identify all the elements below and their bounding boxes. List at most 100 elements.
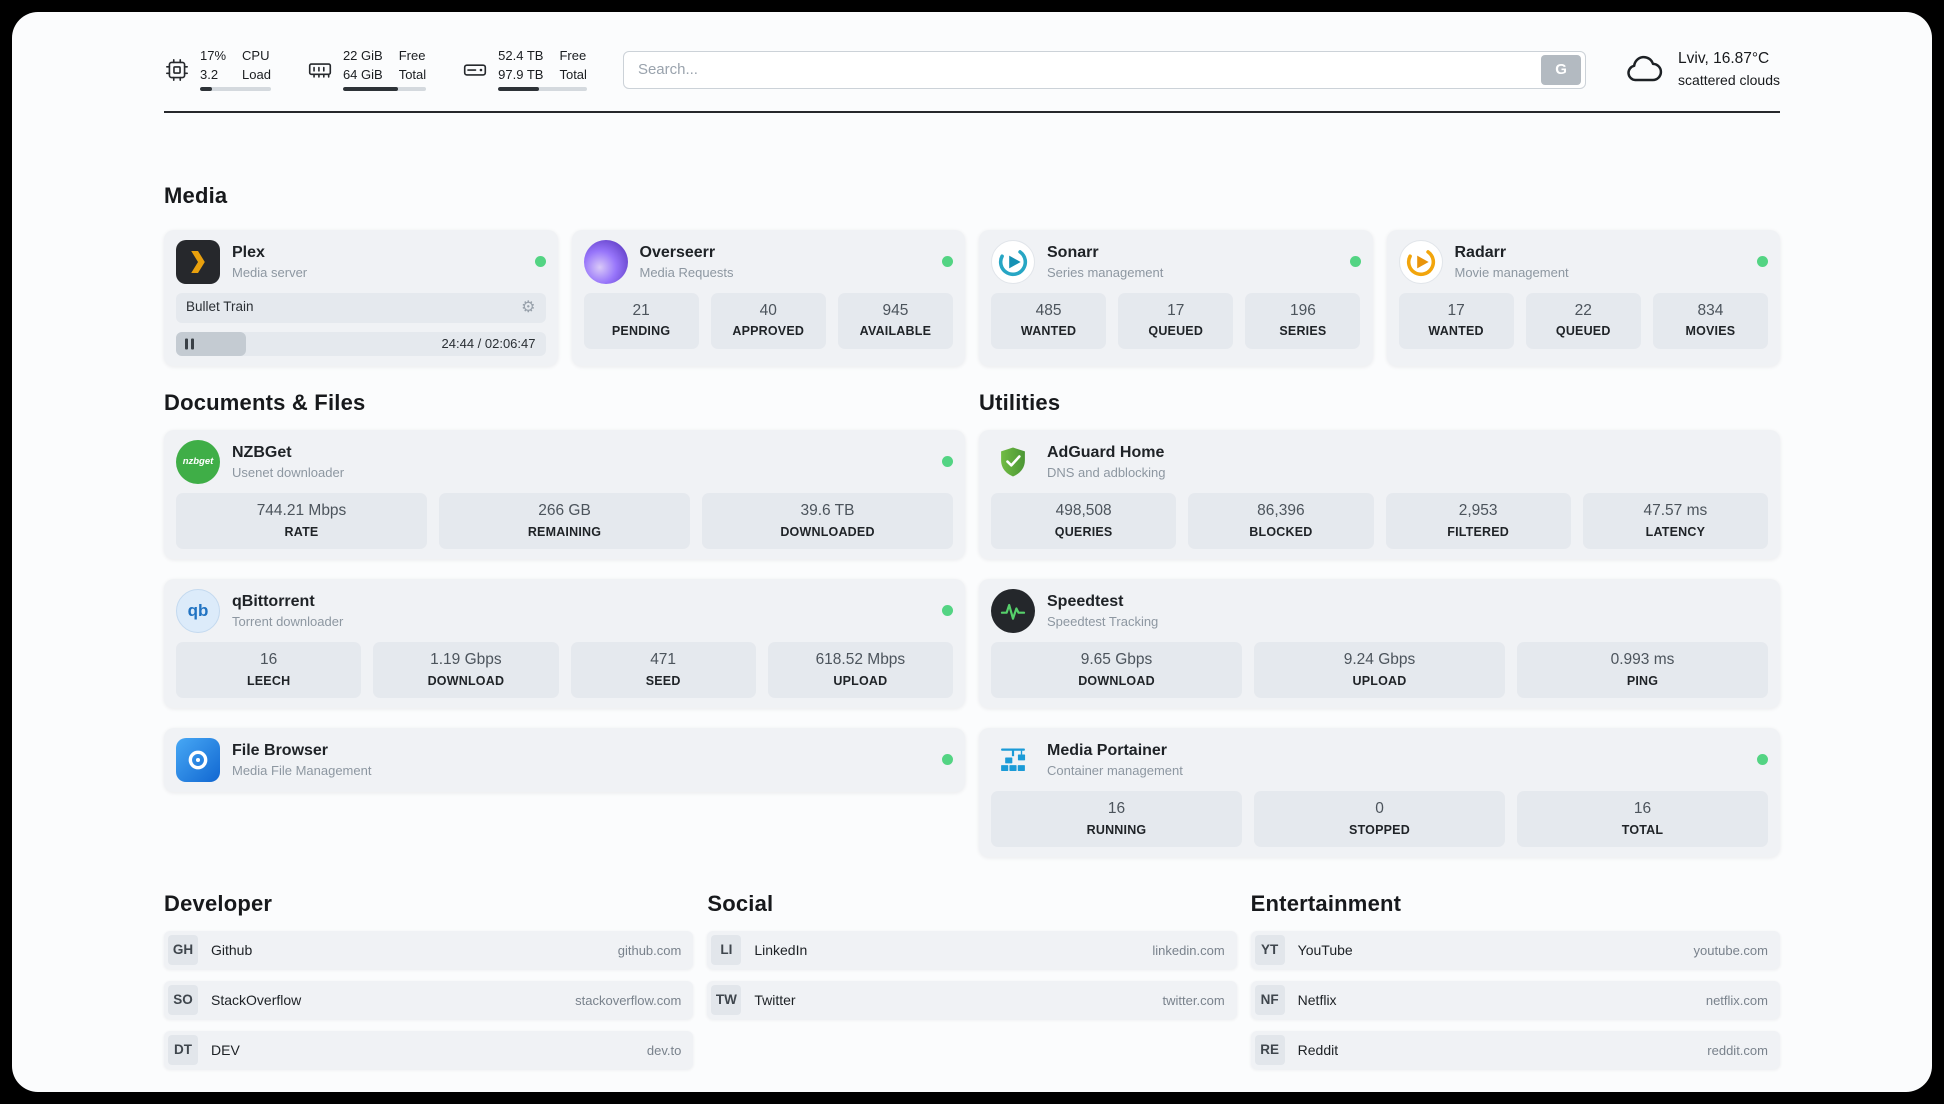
app-subtitle: Media Requests <box>639 264 734 280</box>
plex-seek-bar[interactable]: 24:44 / 02:06:47 <box>176 331 546 356</box>
bookmark-name: Twitter <box>754 991 796 1008</box>
stat-value: 22 <box>1574 301 1592 319</box>
portainer-icon <box>991 738 1035 782</box>
section-title-social: Social <box>707 890 774 916</box>
speedtest-icon <box>991 588 1035 633</box>
app-subtitle: Media File Management <box>232 763 372 779</box>
stat-label: LATENCY <box>1645 524 1706 539</box>
stat-label: APPROVED <box>732 324 805 339</box>
stat-label: RATE <box>284 524 319 539</box>
bookmark-twitter[interactable]: TW Twitter twitter.com <box>707 981 1237 1020</box>
stat-rate: 744.21 Mbps RATE <box>176 492 427 549</box>
status-online-dot <box>1757 754 1768 766</box>
app-card-overseerr[interactable]: Overseerr Media Requests 21 PENDING 40 A… <box>571 229 965 366</box>
stat-value: 471 <box>650 651 677 669</box>
bookmark-stackoverflow[interactable]: SO StackOverflow stackoverflow.com <box>164 981 694 1020</box>
cpu-widget: 17% 3.2 CPU Load <box>164 48 271 92</box>
bookmark-url: reddit.com <box>1707 1042 1768 1058</box>
section-title-developer: Developer <box>164 890 273 916</box>
app-card-filebrowser[interactable]: File Browser Media File Management <box>164 727 965 792</box>
app-card-qbittorrent[interactable]: qb qBittorrent Torrent downloader 16 <box>164 578 965 708</box>
status-online-dot <box>534 256 546 268</box>
gear-icon[interactable] <box>521 300 535 316</box>
ram-total-value: 64 GiB <box>342 66 383 82</box>
disk-widget: 52.4 TB 97.9 TB Free Total <box>462 48 587 92</box>
stat-label: QUERIES <box>1054 524 1113 539</box>
stat-downloaded: 39.6 TB DOWNLOADED <box>702 492 953 549</box>
section-documents: Documents & Files nzbget NZBGet Usenet d… <box>164 390 965 857</box>
stat-wanted: 17 WANTED <box>1398 292 1514 349</box>
section-developer: Developer GH Github github.com SO StackO… <box>164 890 694 1070</box>
stat-label: LEECH <box>246 673 291 688</box>
app-card-adguard[interactable]: AdGuard Home DNS and adblocking 498,508 … <box>979 429 1780 559</box>
section-title-entertainment: Entertainment <box>1250 890 1402 916</box>
dashboard-board: 17% 3.2 CPU Load <box>12 12 1932 1092</box>
bookmark-dev[interactable]: DT DEV dev.to <box>164 1031 694 1070</box>
weather-condition: scattered clouds <box>1678 71 1780 88</box>
disk-icon <box>462 57 488 83</box>
stat-value: 17 <box>1447 301 1465 319</box>
stat-label: AVAILABLE <box>859 324 932 339</box>
app-card-nzbget[interactable]: nzbget NZBGet Usenet downloader 744.21 M… <box>164 429 965 559</box>
top-bar: 17% 3.2 CPU Load <box>164 48 1780 92</box>
qbittorrent-icon-text: qb <box>187 600 209 620</box>
stat-value: 2,953 <box>1458 502 1498 520</box>
ram-icon <box>307 57 333 83</box>
stat-approved: 40 APPROVED <box>710 292 826 349</box>
status-online-dot <box>1349 256 1361 268</box>
netflix-icon: NF <box>1254 985 1285 1016</box>
status-online-dot <box>942 754 953 766</box>
app-card-radarr[interactable]: Radarr Movie management 17 WANTED 22 QUE… <box>1386 229 1780 366</box>
weather-location: Lviv, 16.87°C <box>1678 50 1770 68</box>
app-subtitle: Usenet downloader <box>232 465 345 481</box>
app-card-speedtest[interactable]: Speedtest Speedtest Tracking 9.65 Gbps D… <box>979 578 1780 708</box>
search-engine-button[interactable]: G <box>1541 54 1582 85</box>
disk-free-value: 52.4 TB <box>498 48 544 63</box>
bookmark-reddit[interactable]: RE Reddit reddit.com <box>1250 1031 1780 1070</box>
stat-value: 945 <box>882 301 909 319</box>
app-subtitle: Torrent downloader <box>232 614 344 630</box>
adguard-icon <box>991 440 1035 484</box>
app-card-sonarr[interactable]: Sonarr Series management 485 WANTED 17 Q… <box>979 229 1373 366</box>
stat-label: RUNNING <box>1086 822 1147 837</box>
stat-value: 498,508 <box>1055 502 1112 520</box>
stat-label: UPLOAD <box>1352 673 1407 688</box>
ram-label-top: Free <box>398 48 426 63</box>
nzbget-icon-text: nzbget <box>182 456 214 468</box>
bookmark-url: netflix.com <box>1705 992 1768 1008</box>
stat-upload: 9.24 Gbps UPLOAD <box>1254 641 1505 698</box>
stat-value: 21 <box>632 301 650 319</box>
pause-icon[interactable] <box>185 338 194 350</box>
bookmark-name: Netflix <box>1297 991 1337 1008</box>
app-card-plex[interactable]: Plex Media server Bullet Train 24:44 / 0… <box>164 229 558 366</box>
stat-available: 945 AVAILABLE <box>837 292 953 349</box>
bookmark-linkedin[interactable]: LI LinkedIn linkedin.com <box>707 931 1237 970</box>
stat-queries: 498,508 QUERIES <box>991 492 1177 549</box>
stat-value: 16 <box>260 651 278 669</box>
plex-icon <box>176 239 220 284</box>
cpu-load-value: 3.2 <box>200 66 219 82</box>
app-name: NZBGet <box>232 444 292 462</box>
stat-value: 1.19 Gbps <box>430 651 502 669</box>
bookmark-youtube[interactable]: YT YouTube youtube.com <box>1250 931 1780 970</box>
status-online-dot <box>1757 256 1768 268</box>
stat-upload: 618.52 Mbps UPLOAD <box>767 641 953 698</box>
stat-download: 9.65 Gbps DOWNLOAD <box>991 641 1242 698</box>
stat-value: 618.52 Mbps <box>815 651 906 669</box>
ram-widget: 22 GiB 64 GiB Free Total <box>307 48 427 92</box>
stat-label: BLOCKED <box>1249 524 1313 539</box>
bookmark-netflix[interactable]: NF Netflix netflix.com <box>1250 981 1780 1020</box>
bookmark-github[interactable]: GH Github github.com <box>164 931 694 970</box>
app-card-portainer[interactable]: Media Portainer Container management 16 … <box>979 727 1780 857</box>
section-title-documents: Documents & Files <box>164 389 366 415</box>
stat-label: TOTAL <box>1621 822 1664 837</box>
search-input[interactable] <box>637 61 1542 79</box>
sonarr-icon <box>991 239 1035 284</box>
status-online-dot <box>942 256 953 268</box>
stat-value: 744.21 Mbps <box>256 502 347 520</box>
section-utilities: Utilities AdGuard Home DNS and adblockin… <box>979 390 1780 857</box>
search-bar[interactable]: G <box>622 50 1587 89</box>
stat-latency: 47.57 ms LATENCY <box>1582 492 1768 549</box>
section-media: Media Plex Media server <box>164 183 1780 366</box>
stat-total: 16 TOTAL <box>1517 790 1768 847</box>
